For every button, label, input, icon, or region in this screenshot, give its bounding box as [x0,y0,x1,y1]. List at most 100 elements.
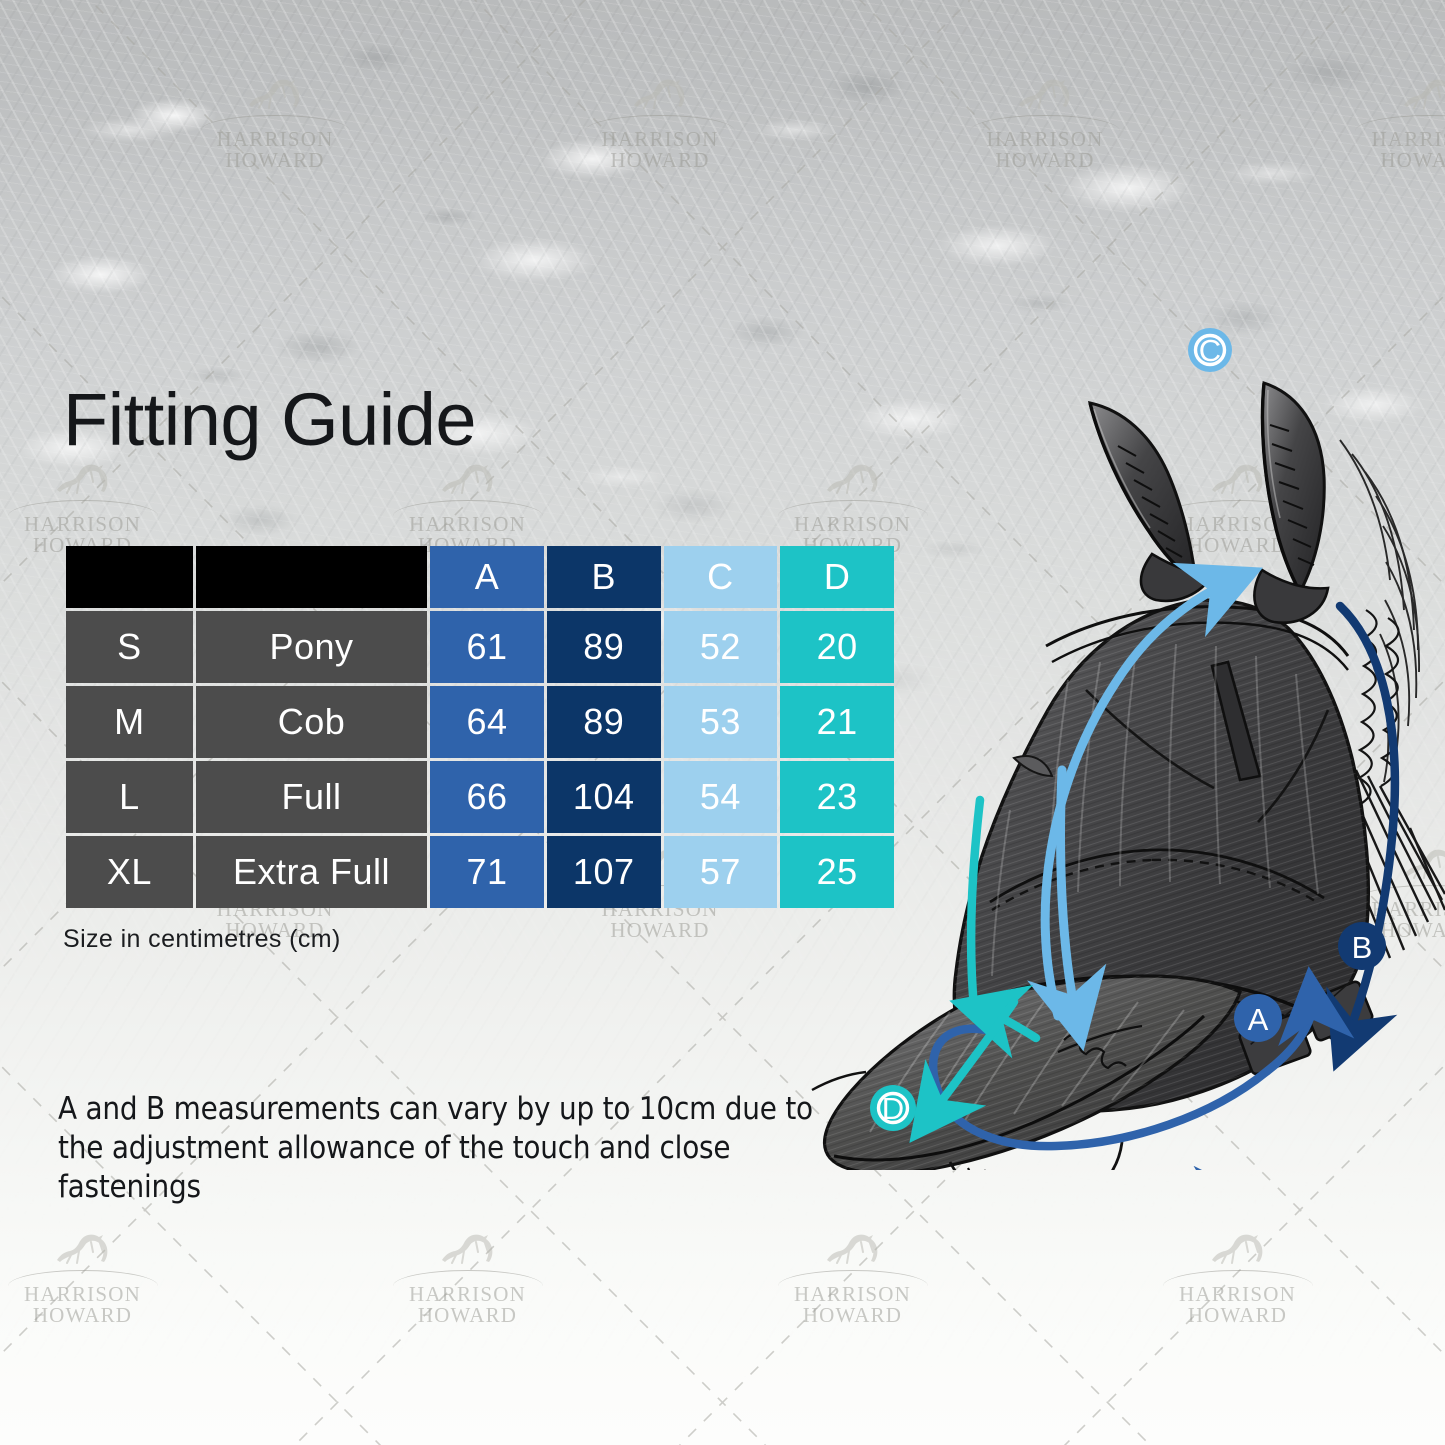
cell-c: 52 [663,611,778,683]
table-row: S Pony 61 89 52 20 [66,611,894,683]
marker-a: A [1234,994,1282,1042]
horse-logo-icon [249,79,300,109]
horse-ear-right [1260,380,1326,596]
header-blank-type [195,546,428,608]
cell-type: Full [195,761,428,833]
cell-d: 20 [780,611,894,683]
cell-type: Pony [195,611,428,683]
watermark-arc [1355,115,1445,131]
marker-c: C [1188,328,1232,372]
header-measure-a: A [430,546,544,608]
cell-d: 23 [780,761,894,833]
size-chart-table: A B C D S Pony 61 89 52 20 M Cob 64 89 5… [63,543,897,911]
cell-a: 71 [430,836,544,908]
measure-line-b [1326,601,1400,1072]
measurement-footnote: A and B measurements can vary by up to 1… [58,1091,813,1206]
watermark-horse-icon [1013,75,1077,109]
cell-b: 89 [546,611,661,683]
cell-type: Extra Full [195,836,428,908]
watermark-line-1: HARRISON [986,127,1104,151]
watermark-horse-icon [628,75,692,109]
watermark-horse-icon [436,1230,500,1264]
watermark-arc [7,1270,158,1286]
horse-nose-chin-sketch [811,1070,1124,1170]
marker-d-label: D [882,1091,904,1126]
watermark-arc [392,500,543,516]
watermark-line-1: HARRISON [409,1282,526,1306]
horse-logo-icon [56,1234,107,1264]
cell-size: M [66,686,193,758]
cell-a: 66 [430,761,544,833]
cell-type: Cob [195,686,428,758]
table-row: L Full 66 104 54 23 [66,761,894,833]
watermark-horse-icon [243,75,307,109]
watermark-line-2: HOWARD [417,1303,518,1328]
watermark-arc [1162,1270,1313,1286]
header-blank-size [66,546,193,608]
horse-logo-icon [634,79,685,109]
table-header-row: A B C D [66,546,894,608]
table-row: M Cob 64 89 53 21 [66,686,894,758]
horse-logo-icon [441,464,492,494]
horse-logo-icon [441,1234,492,1264]
watermark-line-2: HOWARD [225,148,325,173]
watermark-horse-icon [51,460,115,494]
watermark-arc [970,115,1120,131]
watermark-line-1: HARRISON [1179,1282,1296,1306]
watermark-horse-icon [1206,1230,1270,1264]
watermark-line-2: HOWARD [802,1303,903,1328]
watermark-arc [777,1270,928,1286]
watermark-line-1: HARRISON [216,127,334,151]
horse-logo-icon [1019,79,1070,109]
watermark-horse-icon [821,1230,885,1264]
watermark-horse-icon [436,460,500,494]
cell-d: 21 [780,686,894,758]
watermark-horse-icon [51,1230,115,1264]
watermark-line-2: HOWARD [995,148,1095,173]
watermark-line-2: HOWARD [1380,148,1445,173]
watermark-line-1: HARRISON [24,1282,141,1306]
cell-d: 25 [780,836,894,908]
watermark-line-2: HOWARD [1187,1303,1288,1328]
cell-a: 64 [430,686,544,758]
watermark-line-1: HARRISON [409,512,526,536]
cell-c: 53 [663,686,778,758]
watermark-line-1: HARRISON [601,127,719,151]
marker-b-label: B [1352,930,1373,965]
watermark-line-2: HOWARD [610,918,710,943]
horse-logo-icon [1404,79,1445,109]
watermark-arc [7,500,158,516]
horse-ear-left [1087,401,1198,585]
header-measure-b: B [546,546,661,608]
measure-line-d [909,795,1041,1144]
cell-b: 89 [546,686,661,758]
marker-c-label: C [1199,333,1221,368]
cell-c: 57 [663,836,778,908]
watermark-line-1: HARRISON [24,512,141,536]
watermark-line-1: HARRISON [794,1282,911,1306]
cell-c: 54 [663,761,778,833]
watermark-horse-icon [1398,75,1445,109]
cell-b: 107 [546,836,661,908]
horse-mane [1339,439,1420,783]
horse-logo-icon [1211,1234,1262,1264]
marker-d: D [870,1085,916,1131]
marker-a-label: A [1248,1002,1269,1037]
watermark-arc [200,115,350,131]
table-row: XL Extra Full 71 107 57 25 [66,836,894,908]
watermark-arc [392,1270,543,1286]
header-measure-d: D [780,546,894,608]
header-measure-c: C [663,546,778,608]
marker-b: B [1338,922,1386,970]
measure-line-c [1027,562,1263,1052]
cell-a: 61 [430,611,544,683]
cell-size: XL [66,836,193,908]
horse-logo-icon [56,464,107,494]
